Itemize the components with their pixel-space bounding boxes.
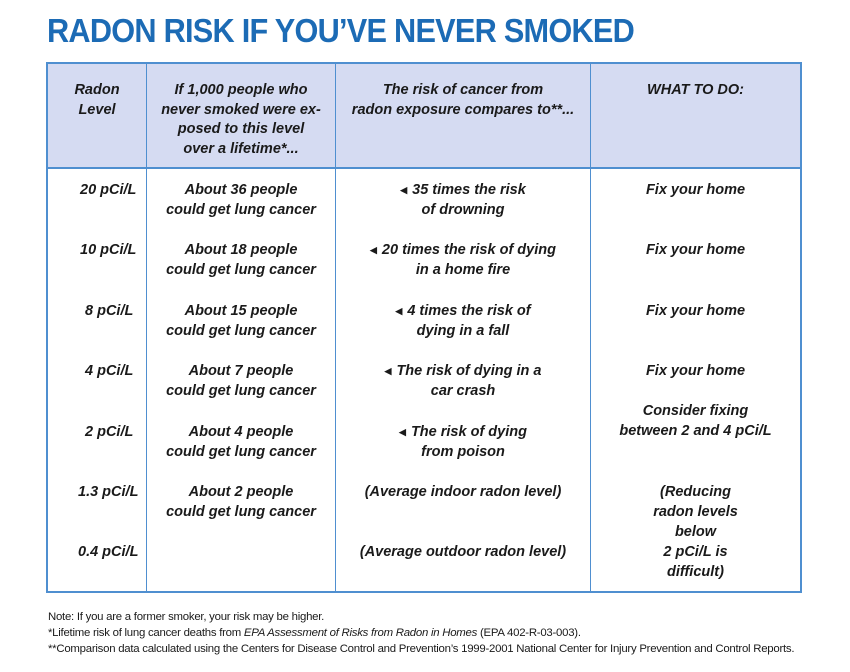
table-header (48, 64, 800, 169)
row-compare: (Average outdoor radon level) (359, 544, 567, 560)
header-risk-comparison: The risk of cancer from radon exposure c… (351, 82, 575, 118)
former-smoker-note: Note: If you are a former smoker, your r… (48, 611, 325, 623)
header-what-to-do: WHAT TO DO: (647, 82, 744, 98)
row-action: Fix your home (645, 363, 746, 379)
comparison-data-footnote: **Comparison data calculated using the C… (48, 643, 795, 655)
left-triangle-icon: ◀ (370, 245, 377, 255)
footnotes: Note: If you are a former smoker, your r… (48, 609, 795, 657)
row-level: 4 pCi/L (85, 363, 134, 379)
row-action: Fix your home (645, 303, 746, 319)
row-people: About 18 people could get lung cancer (166, 242, 316, 278)
column-divider (590, 64, 591, 591)
header-people-exposed: If 1,000 people who never smoked were ex… (161, 82, 321, 157)
page-title: RADON RISK IF YOU’VE NEVER SMOKED (47, 12, 635, 49)
row-action: Fix your home (645, 242, 746, 258)
radon-risk-table: Radon Level If 1,000 people who never sm… (46, 62, 802, 593)
column-divider (146, 64, 147, 591)
lifetime-risk-footnote: *Lifetime risk of lung cancer deaths fro… (48, 627, 581, 639)
row-people: About 15 people could get lung cancer (166, 303, 316, 339)
row-compare: (Average indoor radon level) (364, 484, 562, 500)
row-people: About 7 people could get lung cancer (166, 363, 316, 399)
row-compare: ◀ The risk of dying from poison (399, 424, 527, 460)
column-divider (335, 64, 336, 591)
left-triangle-icon: ◀ (384, 366, 392, 376)
row-compare: ◀ 20 times the risk of dying in a home fi… (370, 242, 556, 278)
row-level: 0.4 pCi/L (78, 544, 139, 560)
row-compare: ◀ 4 times the risk of dying in a fall (395, 303, 531, 339)
row-people: About 4 people could get lung cancer (166, 424, 316, 460)
left-triangle-icon: ◀ (399, 427, 406, 437)
row-level: 20 pCi/L (80, 182, 137, 198)
reducing-levels-note: (Reducing radon levels below 2 pCi/L is … (653, 484, 738, 580)
row-people: About 2 people could get lung cancer (166, 484, 316, 520)
row-level: 1.3 pCi/L (78, 484, 139, 500)
row-level: 2 pCi/L (85, 424, 134, 440)
row-action: Fix your home (645, 182, 746, 198)
row-compare: ◀ 35 times the risk of drowning (400, 182, 526, 218)
row-level: 10 pCi/L (80, 242, 137, 258)
row-compare: ◀ The risk of dying in a car crash (384, 363, 542, 399)
left-triangle-icon: ◀ (400, 185, 408, 195)
row-action: Consider fixing between 2 and 4 pCi/L (619, 403, 772, 439)
row-people: About 36 people could get lung cancer (166, 182, 316, 218)
row-level: 8 pCi/L (85, 303, 134, 319)
header-radon-level: Radon Level (74, 82, 120, 118)
left-triangle-icon: ◀ (395, 306, 403, 316)
